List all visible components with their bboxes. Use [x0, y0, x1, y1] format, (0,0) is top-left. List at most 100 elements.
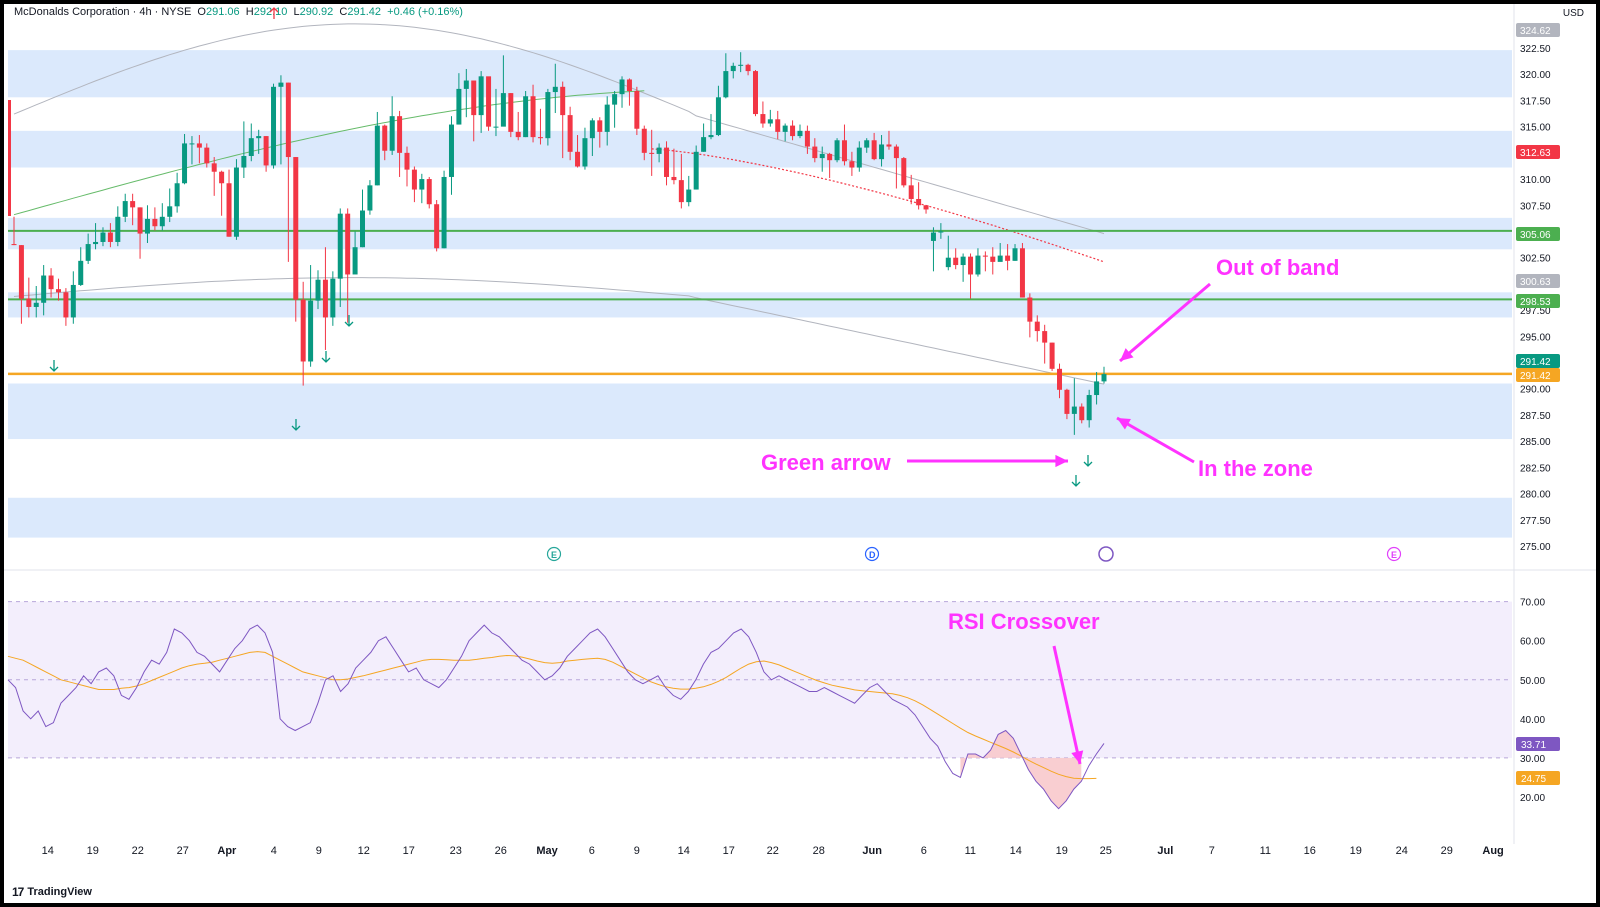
- candle-body: [174, 183, 180, 207]
- candle-body: [263, 136, 269, 166]
- event-marker-label: E: [1391, 550, 1397, 560]
- candle-body: [752, 71, 758, 115]
- event-marker-label: D: [869, 550, 876, 560]
- candle-body: [893, 146, 899, 159]
- price-badge: [1516, 227, 1560, 241]
- candle-body: [48, 275, 54, 290]
- annotation-arrow: [1052, 645, 1082, 765]
- candle-body: [530, 96, 536, 138]
- price-tick-label: 287.50: [1520, 411, 1551, 422]
- rsi-tick-label: 70.00: [1520, 598, 1545, 609]
- annotation-out-of-band: Out of band: [1216, 255, 1339, 280]
- candle-body: [18, 245, 24, 299]
- signal-arrow-icon: [344, 315, 354, 327]
- annotation-in-the-zone: In the zone: [1198, 456, 1313, 481]
- candle-body: [448, 124, 454, 177]
- time-tick-label: 23: [450, 845, 462, 857]
- time-tick-label: 12: [358, 845, 370, 857]
- time-tick-label: 25: [1100, 845, 1112, 857]
- candle-body: [130, 201, 136, 208]
- candle-body: [812, 146, 818, 159]
- candle-body: [1005, 255, 1011, 261]
- event-marker-icon: [546, 546, 562, 562]
- event-marker-label: E: [551, 550, 557, 560]
- time-tick-label: 9: [634, 845, 640, 857]
- tradingview-name: TradingView: [27, 886, 92, 898]
- demand-zone: [8, 50, 1512, 98]
- moving-average-projection: [651, 148, 1105, 263]
- close-value: 291.42: [347, 6, 382, 18]
- candle-body: [100, 232, 106, 242]
- candle-body: [730, 65, 736, 72]
- candle-body: [597, 120, 603, 132]
- candle-body: [63, 292, 69, 318]
- candle-body: [656, 147, 662, 154]
- rsi-badge-label: 24.75: [1521, 774, 1546, 785]
- candle-body: [930, 232, 936, 241]
- candle-body: [285, 82, 291, 158]
- annotation-arrow: [1116, 416, 1195, 464]
- candle-body: [589, 120, 595, 139]
- price-badge: [1516, 368, 1560, 382]
- price-tick-label: 290.00: [1520, 385, 1551, 396]
- candle-body: [204, 147, 210, 164]
- rsi-tick-label: 30.00: [1520, 754, 1545, 765]
- candle-body: [55, 289, 61, 293]
- rsi-ma-line: [7, 651, 1097, 780]
- candle-body: [256, 136, 262, 139]
- candle-body: [419, 179, 425, 190]
- candle-body: [293, 157, 299, 300]
- rsi-tick-label: 60.00: [1520, 637, 1545, 648]
- chart-window[interactable]: McDonalds Corporation · 4h · NYSE O291.0…: [4, 4, 1596, 903]
- candle-body: [693, 151, 699, 190]
- time-tick-label: May: [536, 845, 558, 857]
- candle-body: [404, 152, 410, 170]
- candle-body: [300, 299, 306, 362]
- tradingview-brand[interactable]: 17 TradingView: [12, 885, 92, 899]
- candle-body: [1079, 406, 1085, 421]
- candle-body: [760, 114, 766, 124]
- price-tick-label: 280.00: [1520, 490, 1551, 501]
- candle-body: [508, 93, 514, 132]
- price-badge: [1516, 23, 1560, 37]
- price-badge-label: 300.63: [1520, 277, 1551, 288]
- price-badge-label: 312.63: [1520, 148, 1551, 159]
- candle-body: [612, 94, 618, 105]
- candle-body: [278, 82, 284, 87]
- signal-arrow-icon: [269, 7, 279, 19]
- candle-body: [115, 216, 121, 242]
- time-tick-label: 6: [589, 845, 595, 857]
- candle-body: [871, 140, 877, 160]
- price-tick-label: 307.50: [1520, 201, 1551, 212]
- time-tick-label: 22: [767, 845, 779, 857]
- candle-body: [1086, 395, 1092, 421]
- demand-zone: [8, 292, 1512, 318]
- candle-body: [241, 156, 247, 168]
- candle-body: [78, 260, 84, 285]
- candle-body: [649, 152, 655, 154]
- time-tick-label: 22: [132, 845, 144, 857]
- high-label: H: [245, 6, 254, 18]
- candle-body: [641, 128, 647, 153]
- price-badge: [1516, 145, 1560, 159]
- candle-body: [352, 247, 358, 275]
- candle-body: [211, 163, 217, 172]
- annotation-rsi-crossover: RSI Crossover: [948, 609, 1100, 634]
- rsi-badge: [1516, 771, 1560, 785]
- candle-body: [426, 179, 432, 205]
- candle-body: [345, 213, 351, 275]
- symbol-header: McDonalds Corporation · 4h · NYSE O291.0…: [14, 6, 463, 18]
- time-tick-label: 7: [1209, 845, 1215, 857]
- dividend-split-icon: [1098, 546, 1114, 562]
- annotation-arrow-head: [1120, 348, 1134, 361]
- signal-arrow-icon: [321, 351, 331, 363]
- rsi-line: [7, 624, 1105, 810]
- annotation-green-arrow: Green arrow: [761, 450, 891, 475]
- candle-body: [26, 298, 32, 307]
- chart-canvas[interactable]: 322.50320.00317.50315.00312.50310.00307.…: [4, 4, 1596, 903]
- candle-body: [886, 144, 892, 147]
- price-badge: [1516, 294, 1560, 308]
- candle-body: [1071, 406, 1077, 414]
- candle-body: [411, 169, 417, 190]
- candle-body: [219, 171, 225, 184]
